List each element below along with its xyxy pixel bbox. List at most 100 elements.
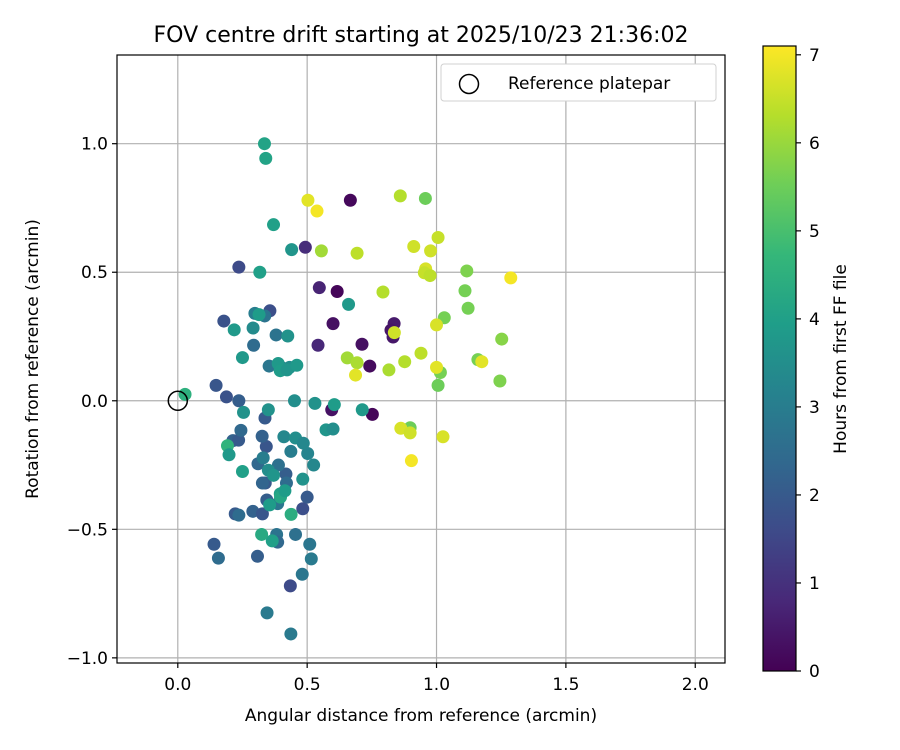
y-tick-label: 0.5 <box>81 263 108 283</box>
colorbar-label: Hours from first FF file <box>831 264 851 454</box>
y-tick-label: −1.0 <box>67 649 108 669</box>
data-point <box>423 269 437 283</box>
data-point <box>376 285 390 299</box>
reference-marker <box>167 390 189 412</box>
x-tick-label: 0.5 <box>294 675 321 695</box>
data-point <box>261 403 275 417</box>
data-point <box>504 271 518 285</box>
data-point <box>301 446 315 460</box>
data-point <box>460 264 474 278</box>
x-tick-label: 2.0 <box>682 675 709 695</box>
data-point <box>355 403 369 417</box>
data-point <box>295 567 309 581</box>
plot-frame <box>116 54 726 664</box>
data-point <box>404 454 418 468</box>
data-point <box>255 476 269 490</box>
data-point <box>255 429 269 443</box>
data-point <box>387 326 401 340</box>
data-point <box>211 551 225 565</box>
data-point <box>304 552 318 566</box>
data-point <box>330 285 344 299</box>
data-point <box>284 627 298 641</box>
data-point <box>252 308 266 322</box>
data-point <box>340 351 354 365</box>
reference-platepar-point <box>167 390 189 412</box>
colorbar: 0 1 2 3 4 5 6 7 Hours from first FF file <box>762 45 851 682</box>
y-axis-ticks: −1.0 −0.5 0.0 0.5 1.0 <box>67 135 117 669</box>
data-point <box>269 328 283 342</box>
data-point <box>308 396 322 410</box>
data-point <box>219 390 233 404</box>
data-point <box>271 458 285 472</box>
legend-label: Reference platepar <box>508 74 670 94</box>
colorbar-tick-label: 1 <box>809 574 820 594</box>
data-point <box>287 394 301 408</box>
data-point <box>255 507 269 521</box>
data-point <box>222 448 236 462</box>
colorbar-tick-label: 5 <box>809 222 820 242</box>
data-point <box>458 284 472 298</box>
data-point <box>298 240 312 254</box>
data-point <box>281 329 295 343</box>
data-point <box>284 507 298 521</box>
data-point <box>232 433 246 447</box>
data-point <box>284 444 298 458</box>
data-point <box>327 398 341 412</box>
data-point <box>310 204 324 218</box>
data-point <box>342 297 356 311</box>
chart-title: FOV centre drift starting at 2025/10/23 … <box>154 23 689 48</box>
data-point <box>296 502 310 516</box>
data-point <box>382 363 396 377</box>
data-point <box>267 468 281 482</box>
data-point <box>246 321 260 335</box>
data-point <box>207 537 221 551</box>
data-point <box>349 368 363 382</box>
legend-box <box>440 63 717 102</box>
data-point <box>255 527 269 541</box>
colorbar-frame <box>762 45 797 672</box>
data-point <box>235 351 249 365</box>
colorbar-tick-label: 2 <box>809 486 820 506</box>
data-point <box>495 332 509 346</box>
data-point <box>493 374 507 388</box>
data-point <box>343 193 357 207</box>
data-point <box>283 579 297 593</box>
colorbar-tick-label: 3 <box>809 398 820 418</box>
data-point <box>290 358 304 372</box>
colorbar-ticks: 0 1 2 3 4 5 6 7 <box>796 46 820 682</box>
data-point <box>267 218 281 232</box>
data-point <box>393 189 407 203</box>
data-point <box>247 338 261 352</box>
y-tick-label: −0.5 <box>67 520 108 540</box>
data-point <box>280 363 294 377</box>
data-point <box>227 323 241 337</box>
x-tick-label: 1.5 <box>552 675 579 695</box>
data-point <box>301 193 315 207</box>
legend: Reference platepar <box>440 63 717 102</box>
data-point <box>296 472 310 486</box>
data-point <box>350 356 364 370</box>
data-point <box>350 246 364 260</box>
data-point <box>311 338 325 352</box>
data-point <box>407 240 421 254</box>
data-point <box>436 430 450 444</box>
data-point <box>256 451 270 465</box>
data-point <box>257 137 271 151</box>
data-point <box>403 426 417 440</box>
data-point <box>260 606 274 620</box>
data-point <box>232 394 246 408</box>
data-point <box>250 549 264 563</box>
y-tick-label: 0.0 <box>81 392 108 412</box>
data-point <box>237 405 251 419</box>
data-point <box>235 464 249 478</box>
data-point <box>277 430 291 444</box>
data-point <box>263 498 277 512</box>
data-point <box>312 281 326 295</box>
data-point <box>314 244 328 258</box>
data-point <box>461 301 475 315</box>
data-point <box>355 337 369 351</box>
data-point <box>307 458 321 472</box>
colorbar-tick-label: 7 <box>809 46 820 66</box>
data-point <box>289 527 303 541</box>
data-point <box>326 317 340 331</box>
